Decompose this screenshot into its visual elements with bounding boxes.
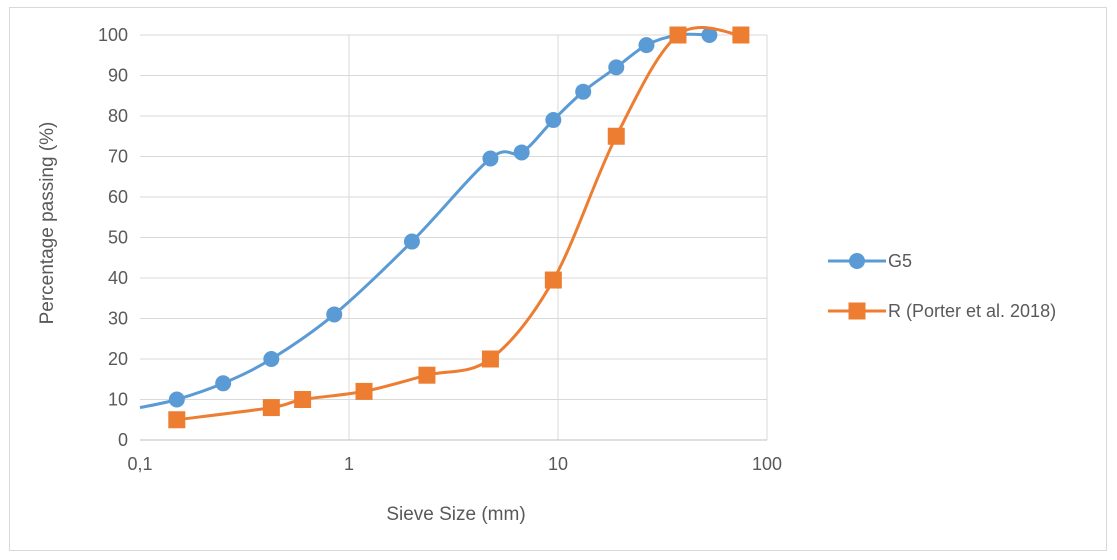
y-axis-label: Percentage passing (%) [37,122,58,325]
data-point-r-porter [168,411,186,429]
axes: 0 10 20 30 40 50 60 70 80 90 100 0,1 1 10 100 [98,25,782,474]
y-tick-label: 80 [108,106,128,126]
data-point-g5 [545,112,562,129]
data-point-g5 [326,306,343,323]
legend-label-r-porter: R (Porter et al. 2018) [888,301,1056,321]
y-tick-label: 50 [108,228,128,248]
y-tick-label: 30 [108,309,128,329]
data-point-g5 [608,59,625,76]
y-tick-label: 60 [108,187,128,207]
y-tick-label: 40 [108,268,128,288]
data-point-r-porter [481,350,499,368]
data-point-r-porter [355,382,373,400]
data-point-r-porter [294,391,312,408]
chart-area: 0 10 20 30 40 50 60 70 80 90 100 0,1 1 10 100 Percenta… [9,7,1107,551]
legend-marker-g5 [849,253,865,269]
y-tick-label: 10 [108,390,128,410]
series [139,26,750,429]
data-point-g5 [263,351,280,367]
series-line-g5 [139,32,710,410]
legend: G5 R (Porter et al. 2018) [828,251,1056,321]
x-tick-label: 1 [344,454,354,474]
x-axis-label: Sieve Size (mm) [386,504,525,525]
data-point-g5 [215,375,232,392]
data-point-g5 [168,391,185,408]
y-tick-label: 20 [108,349,128,369]
x-tick-label: 0,1 [127,454,152,474]
data-point-r-porter [732,26,750,44]
data-point-r-porter [418,366,436,384]
legend-label-g5: G5 [888,251,912,271]
data-point-g5 [638,37,655,54]
y-tick-label: 90 [108,66,128,86]
x-tick-label: 100 [752,454,782,474]
data-point-g5 [482,150,499,167]
x-tick-label: 10 [548,454,568,474]
data-point-g5 [575,83,592,100]
data-point-g5 [403,233,420,250]
data-point-g5 [701,27,718,43]
y-tick-label: 70 [108,147,128,167]
y-tick-label: 100 [98,25,128,45]
series-line-r-porter [176,26,742,422]
data-point-g5 [513,144,530,161]
data-point-r-porter [669,26,687,44]
chart-svg: 0 10 20 30 40 50 60 70 80 90 100 0,1 1 10 100 Percenta… [37,25,1056,525]
legend-marker-r-porter [848,302,866,320]
data-point-r-porter [607,127,625,145]
data-point-r-porter [544,271,562,289]
y-tick-label: 0 [118,430,128,450]
data-point-r-porter [262,399,280,417]
